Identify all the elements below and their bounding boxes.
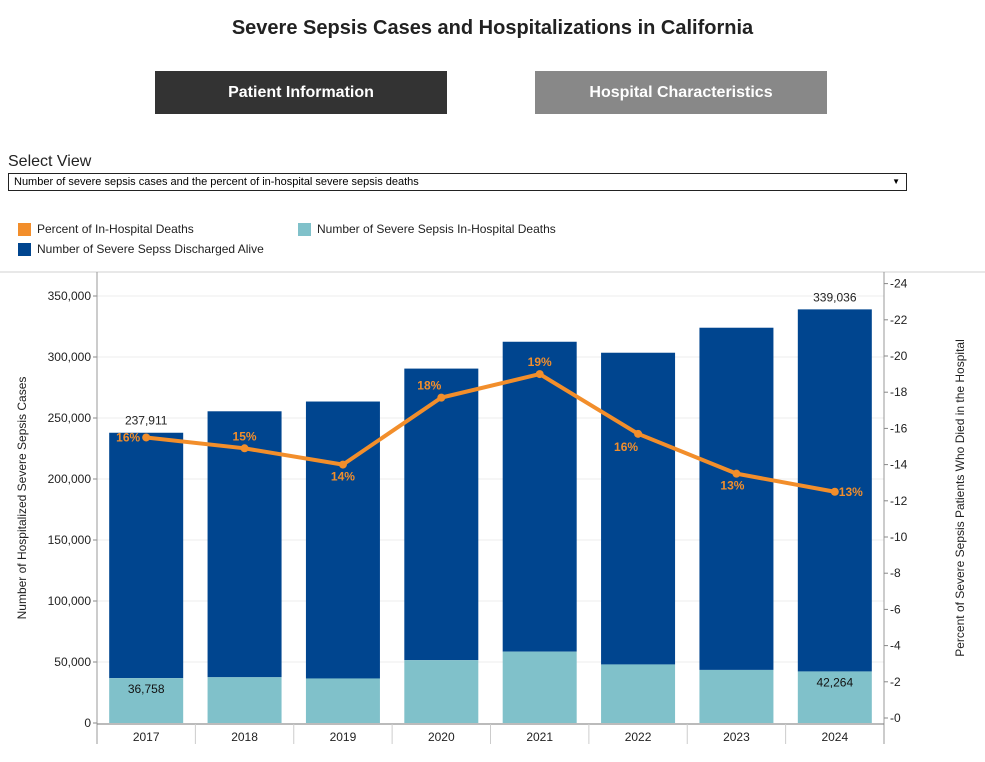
x-tick-label: 2018 [231, 730, 258, 744]
bar-in-hospital-deaths-2018 [207, 677, 282, 723]
percent-label: 13% [720, 479, 744, 493]
bar-in-hospital-deaths-2023 [699, 669, 774, 723]
percent-label: 18% [417, 379, 441, 393]
y2-tick-label: -10 [890, 530, 908, 544]
y2-tick-label: -16 [890, 421, 908, 435]
bar-in-hospital-deaths-2021 [502, 651, 577, 723]
legend-item-deaths: Number of Severe Sepsis In-Hospital Deat… [298, 222, 556, 236]
legend-swatch-percent [18, 222, 31, 236]
bar-discharged-alive-2020 [404, 368, 479, 661]
bar-discharged-alive-2022 [601, 352, 676, 665]
percent-point-2024 [830, 487, 839, 496]
x-tick-label: 2021 [526, 730, 553, 744]
y2-tick-label: -22 [890, 313, 908, 327]
bar-in-hospital-deaths-2019 [305, 678, 380, 723]
percent-line [145, 372, 836, 494]
deaths-value-label: 36,758 [128, 682, 165, 696]
select-view-dropdown[interactable]: Number of severe sepsis cases and the pe… [8, 173, 907, 191]
x-tick-label: 2020 [428, 730, 455, 744]
y-tick-label: 300,000 [48, 350, 92, 364]
percent-label: 16% [116, 430, 140, 444]
legend-item-discharged: Number of Severe Sepss Discharged Alive [18, 242, 264, 256]
percent-point-2019 [338, 460, 347, 469]
y2-tick-label: -14 [890, 458, 908, 472]
x-tick-label: 2023 [723, 730, 750, 744]
legend-label-discharged: Number of Severe Sepss Discharged Alive [37, 242, 264, 256]
select-view-value: Number of severe sepsis cases and the pe… [14, 176, 419, 188]
legend-label-percent: Percent of In-Hospital Deaths [37, 222, 194, 236]
y2-tick-label: -6 [890, 602, 901, 616]
hospital-characteristics-button[interactable]: Hospital Characteristics [535, 71, 827, 114]
y2-tick-label: -2 [890, 675, 901, 689]
bar-discharged-alive-2019 [305, 401, 380, 679]
y-tick-label: 50,000 [54, 655, 91, 669]
y2-tick-label: -24 [890, 277, 908, 291]
bar-discharged-alive-2018 [207, 411, 282, 678]
y-tick-label: 200,000 [48, 472, 92, 486]
x-tick-label: 2022 [625, 730, 652, 744]
y-tick-label: 350,000 [48, 289, 92, 303]
y2-tick-label: -18 [890, 385, 908, 399]
percent-point-2018 [240, 444, 249, 453]
bar-in-hospital-deaths-2024 [797, 671, 872, 723]
x-tick-label: 2017 [133, 730, 160, 744]
percent-point-2017 [142, 433, 151, 442]
y-tick-label: 150,000 [48, 533, 92, 547]
percent-point-2023 [732, 469, 741, 478]
y-tick-label: 0 [84, 716, 91, 730]
x-tick-label: 2019 [330, 730, 357, 744]
bar-in-hospital-deaths-2017 [109, 678, 184, 723]
patient-information-button[interactable]: Patient Information [155, 71, 447, 114]
percent-point-2022 [634, 429, 643, 438]
y2-tick-label: -12 [890, 494, 908, 508]
select-view-label: Select View [8, 153, 92, 170]
bar-in-hospital-deaths-2020 [404, 660, 479, 723]
percent-point-2021 [535, 370, 544, 379]
legend-label-deaths: Number of Severe Sepsis In-Hospital Deat… [317, 222, 556, 236]
percent-label: 15% [233, 429, 257, 443]
percent-label: 13% [839, 485, 863, 499]
percent-label: 14% [331, 470, 355, 484]
percent-label: 16% [614, 440, 638, 454]
deaths-value-label: 42,264 [816, 675, 853, 689]
bar-discharged-alive-2021 [502, 341, 577, 652]
bar-discharged-alive-2023 [699, 327, 774, 670]
y-tick-label: 250,000 [48, 411, 92, 425]
total-label: 339,036 [813, 290, 857, 304]
y2-tick-label: -20 [890, 349, 908, 363]
y2-tick-label: -0 [890, 711, 901, 725]
bar-in-hospital-deaths-2022 [601, 664, 676, 723]
legend-swatch-discharged [18, 242, 31, 256]
percent-point-2020 [437, 393, 446, 402]
page-title: Severe Sepsis Cases and Hospitalizations… [231, 17, 754, 39]
legend-swatch-deaths [298, 222, 311, 236]
x-tick-label: 2024 [821, 730, 848, 744]
percent-label: 19% [528, 355, 552, 369]
legend-item-percent: Percent of In-Hospital Deaths [18, 222, 194, 236]
y2-tick-label: -8 [890, 566, 901, 580]
y-axis-title: Number of Hospitalized Severe Sepsis Cas… [15, 377, 29, 620]
y2-axis-title: Percent of Severe Sepsis Patients Who Di… [953, 339, 967, 657]
total-label: 237,911 [125, 414, 168, 428]
chevron-down-icon: ▼ [892, 177, 900, 186]
bar-discharged-alive-2017 [109, 432, 184, 679]
y2-tick-label: -4 [890, 639, 901, 653]
sepsis-chart: 0 50,000 100,000 150,000 200,000 250,000 300,0… [0, 271, 985, 744]
y-tick-label: 100,000 [48, 594, 92, 608]
